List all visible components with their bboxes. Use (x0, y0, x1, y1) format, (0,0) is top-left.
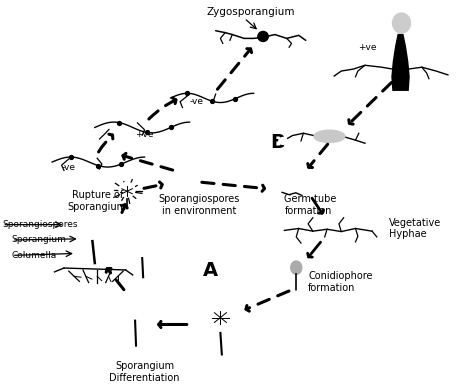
Ellipse shape (291, 261, 302, 274)
Polygon shape (392, 35, 409, 90)
Text: Sporangiospores
in environment: Sporangiospores in environment (158, 194, 240, 215)
Text: Columella: Columella (12, 251, 57, 260)
Ellipse shape (136, 242, 151, 258)
Ellipse shape (70, 203, 104, 237)
Ellipse shape (130, 230, 155, 255)
Circle shape (179, 173, 186, 178)
Text: B: B (270, 132, 285, 152)
Text: Sporangium: Sporangium (12, 235, 67, 245)
Text: Rupture of
Sporangium: Rupture of Sporangium (68, 190, 127, 212)
Ellipse shape (119, 291, 146, 318)
Circle shape (177, 180, 183, 185)
Text: -ve: -ve (62, 162, 76, 172)
Ellipse shape (292, 291, 301, 296)
Text: Germ tube
formation: Germ tube formation (284, 194, 337, 215)
Ellipse shape (258, 31, 268, 41)
Circle shape (191, 180, 198, 185)
Text: Sporangium
Differentiation: Sporangium Differentiation (109, 361, 180, 382)
Circle shape (276, 228, 285, 235)
Ellipse shape (80, 220, 100, 242)
Ellipse shape (210, 307, 231, 328)
Circle shape (89, 123, 96, 129)
Circle shape (191, 171, 198, 176)
Circle shape (174, 169, 181, 175)
Ellipse shape (392, 13, 410, 33)
Text: Zygosporangium: Zygosporangium (207, 7, 295, 17)
Text: -ve: -ve (190, 97, 204, 106)
Circle shape (184, 182, 191, 188)
Circle shape (184, 176, 191, 181)
Circle shape (167, 184, 174, 189)
Text: Sporangiospores: Sporangiospores (2, 220, 78, 229)
Ellipse shape (314, 130, 345, 142)
Text: Vegetative
Hyphae: Vegetative Hyphae (389, 218, 441, 239)
Ellipse shape (127, 303, 143, 319)
Text: A: A (203, 261, 219, 280)
Circle shape (170, 175, 176, 180)
Circle shape (279, 137, 287, 144)
Ellipse shape (119, 182, 135, 197)
Text: +ve: +ve (358, 43, 376, 53)
Circle shape (45, 158, 53, 164)
Ellipse shape (204, 300, 237, 330)
Circle shape (271, 187, 281, 195)
Ellipse shape (287, 254, 305, 274)
Circle shape (162, 94, 170, 100)
Ellipse shape (132, 346, 140, 351)
Text: Conidiophore
formation: Conidiophore formation (308, 271, 373, 293)
Ellipse shape (218, 355, 226, 359)
Text: +ve: +ve (135, 130, 154, 139)
